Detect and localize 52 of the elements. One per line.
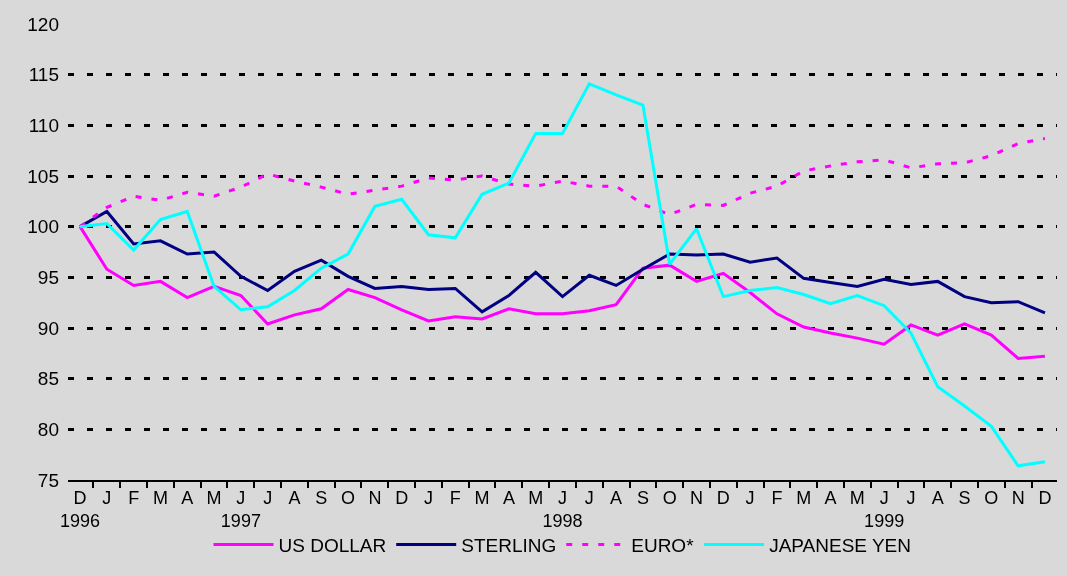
x-tick-label: J [745, 487, 755, 508]
x-tick-label: D [395, 487, 409, 508]
x-tick-label: A [931, 487, 944, 508]
x-tick-label: M [474, 487, 490, 508]
x-tick-label: D [716, 487, 730, 508]
x-tick-label: D 1996 [60, 487, 101, 531]
x-tick-label: M [152, 487, 168, 508]
x-tick-label: O [984, 487, 999, 508]
y-tick-label: 90 [37, 317, 59, 339]
x-tick-label: F [128, 487, 140, 508]
x-tick-label: S [636, 487, 649, 508]
y-tick-label: 105 [27, 165, 59, 187]
x-tick-label: M [528, 487, 544, 508]
y-tick-label: 110 [28, 114, 59, 136]
x-tick-label: M [796, 487, 812, 508]
x-tick-label: A [502, 487, 515, 508]
x-tick-label: J 1999 [864, 487, 905, 531]
legend-label: STERLING [461, 534, 557, 556]
x-tick-label: A [288, 487, 301, 508]
x-tick-label: N [1011, 487, 1025, 508]
y-tick-label: 75 [37, 469, 59, 491]
x-tick-label: J [584, 487, 594, 508]
x-tick-label: J [263, 487, 273, 508]
x-tick-label: J [423, 487, 433, 508]
y-tick-label: 120 [27, 13, 59, 35]
x-tick-label: D [1038, 487, 1052, 508]
x-tick-label: F [449, 487, 461, 508]
x-tick-label: J 1997 [220, 487, 261, 531]
x-tick-label: S [315, 487, 328, 508]
y-tick-label: 115 [28, 64, 59, 86]
x-tick-label: M [849, 487, 865, 508]
x-tick-label: N [368, 487, 382, 508]
line-series [78, 82, 1047, 468]
legend-label: US DOLLAR [278, 534, 387, 556]
legend-label: EURO* [631, 534, 695, 556]
y-tick-label: 85 [37, 368, 59, 390]
x-tick-label: M [206, 487, 222, 508]
y-tick-label: 95 [37, 266, 59, 288]
y-tick-label: 80 [37, 418, 59, 440]
x-tick-label: S [958, 487, 971, 508]
x-tick-label: A [610, 487, 623, 508]
legend-label: JAPANESE YEN [769, 534, 911, 556]
x-tick-label: J [906, 487, 916, 508]
x-tick-label: J [102, 487, 112, 508]
x-tick-label: F [771, 487, 783, 508]
y-tick-label: 100 [27, 216, 59, 238]
x-tick-label: O [662, 487, 677, 508]
x-tick-label: J 1998 [542, 487, 583, 531]
x-tick-label: A [824, 487, 837, 508]
x-tick-label: N [690, 487, 704, 508]
x-tick-label: O [341, 487, 356, 508]
x-tick-label: A [181, 487, 194, 508]
